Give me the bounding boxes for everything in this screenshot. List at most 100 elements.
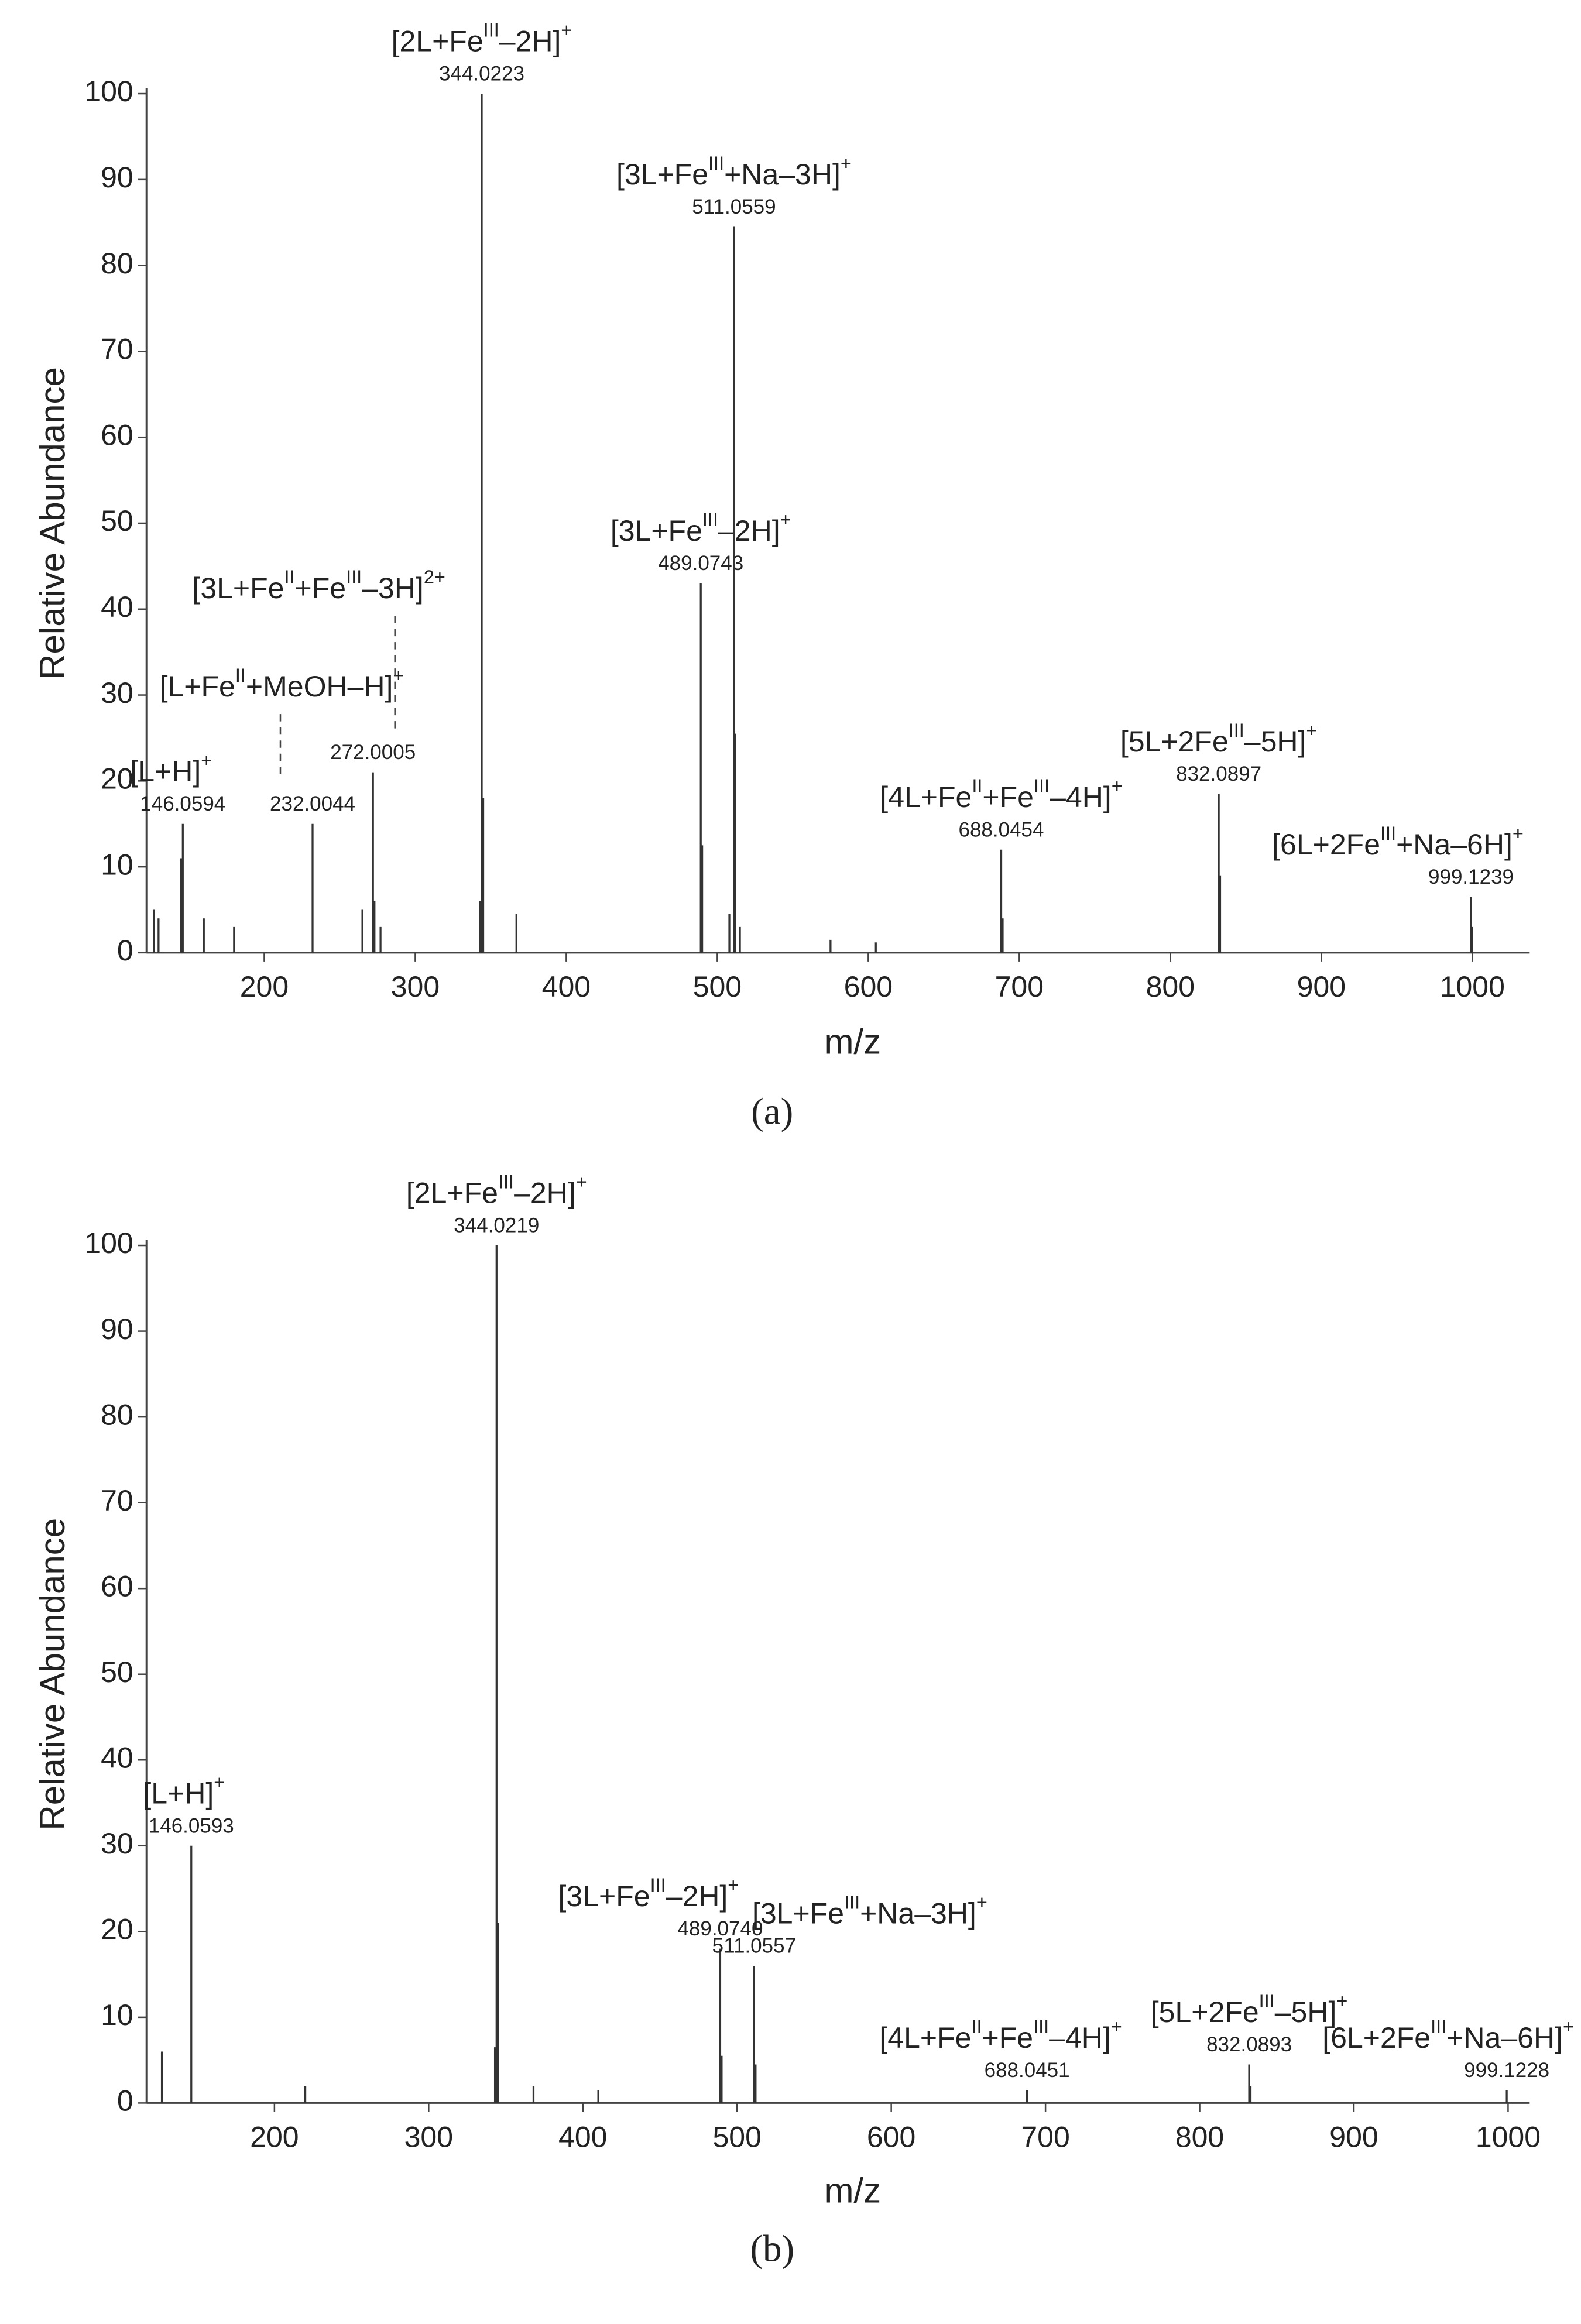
x-tick-label: 300 [391,970,440,1003]
ion-label-text: [3L+Fe [616,158,708,191]
ion-label-superscript: III [708,153,724,174]
ion-label-text: [2L+Fe [392,25,483,58]
y-tick-label: 40 [101,591,133,623]
ion-label-text: –5H] [1275,1996,1337,2028]
x-tick-label: 700 [995,970,1044,1003]
ion-label-superscript: II [971,2016,982,2037]
ion-label-text: –2H] [666,1880,728,1913]
ion-label: [L+H]+ [143,1772,225,1810]
y-tick-label: 70 [101,1484,133,1517]
ion-label: [4L+FeII+FeIII–4H]+ [879,2016,1122,2054]
x-tick-label: 300 [404,2120,453,2153]
y-tick-label: 20 [101,1913,133,1946]
ion-label: [5L+2FeIII–5H]+ [1120,720,1318,758]
ion-label-superscript: + [976,1892,987,1913]
x-tick-label: 400 [542,970,591,1003]
ion-label-text: +Na–6H] [1446,2021,1563,2054]
y-tick-label: 60 [101,1570,133,1602]
ion-label-superscript: + [1336,1990,1347,2011]
ion-label: [6L+2FeIII+Na–6H]+ [1322,2016,1574,2054]
ion-label-superscript: + [214,1772,225,1793]
ion-label: [5L+2FeIII–5H]+ [1151,1990,1348,2028]
peak-mz-label: 489.0740 [677,1917,763,1940]
peak-mz-label: 999.1239 [1428,866,1514,888]
y-tick-label: 50 [101,504,133,537]
ion-label-superscript: III [650,1875,666,1896]
ion-label-text: +Na–3H] [860,1897,976,1930]
ion-label: [6L+2FeIII+Na–6H]+ [1272,823,1524,861]
ion-label-text: [5L+2Fe [1151,1996,1259,2028]
x-tick-label: 1000 [1476,2120,1541,2153]
y-tick-label: 70 [101,333,133,366]
y-tick-label: 0 [117,934,133,967]
peak-mz-label: 232.0044 [270,792,355,815]
y-tick-label: 30 [101,677,133,709]
ion-label-superscript: III [483,20,499,41]
ion-label-superscript: + [841,153,852,174]
ion-label: [3L+FeII+FeIII–3H]2+ [192,567,445,605]
y-tick-label: 90 [101,1313,133,1345]
ion-label: [2L+FeIII–2H]+ [392,20,572,58]
x-axis-title: m/z [824,1022,881,1061]
x-tick-label: 500 [712,2120,761,2153]
ion-label-superscript: III [1259,1990,1275,2011]
ion-label-text: –2H] [514,1177,576,1210]
ion-label: [3L+FeIII+Na–3H]+ [752,1892,987,1930]
ion-label-superscript: III [498,1172,514,1193]
ion-label-superscript: + [1563,2016,1574,2037]
peak-mz-label: 511.0557 [712,1934,796,1957]
ion-label-superscript: + [1111,2016,1122,2037]
ion-label-text: [3L+Fe [558,1880,650,1913]
peak-mz-label: 344.0219 [454,1214,539,1237]
y-axis-title: Relative Abundance [33,1518,72,1831]
ion-label-text: –2H] [499,25,561,58]
ion-label-text: –2H] [718,514,780,547]
y-tick-label: 20 [101,763,133,795]
ion-label-text: [L+H] [130,755,201,788]
chart-panel: 0 10 20 30 40 50 60 70 80 90 100 200 300 400 500 600 700… [33,20,1530,1132]
ion-label-superscript: II [235,665,246,686]
ion-label-text: [L+Fe [160,670,235,703]
ion-label-superscript: + [1513,823,1524,844]
ion-label-superscript: III [1229,720,1244,741]
ion-label-text: –4H] [1049,2021,1111,2054]
peak-mz-label: 146.0593 [149,1814,234,1837]
ion-label-text: +Fe [982,2021,1034,2054]
ion-label-text: [4L+Fe [880,781,972,813]
x-tick-label: 500 [693,970,742,1003]
ion-label-superscript: II [972,775,982,797]
ion-label: [3L+FeIII+Na–3H]+ [616,153,852,191]
x-tick-label: 900 [1329,2120,1378,2153]
ion-label-superscript: + [1112,775,1123,797]
y-tick-label: 40 [101,1741,133,1774]
ion-label-text: [3L+Fe [611,514,702,547]
ion-label-superscript: 2+ [424,567,445,588]
ion-label: [L+H]+ [130,750,212,788]
x-tick-label: 200 [240,970,289,1003]
y-tick-label: 90 [101,161,133,194]
ion-label-text: –4H] [1050,781,1112,813]
ion-label: [L+FeII+MeOH–H]+ [160,665,404,703]
peak-mz-label: 272.0005 [330,741,416,764]
x-tick-label: 600 [844,970,893,1003]
x-tick-label: 800 [1146,970,1195,1003]
ion-label: [4L+FeII+FeIII–4H]+ [880,775,1122,813]
x-axis-title: m/z [824,2171,881,2210]
peak-mz-label: 999.1228 [1464,2059,1549,2082]
ion-label: [3L+FeIII–2H]+ [558,1875,739,1913]
ion-label-superscript: + [393,665,404,686]
x-tick-label: 1000 [1440,970,1505,1003]
x-tick-label: 700 [1021,2120,1069,2153]
ion-label-superscript: III [1034,775,1050,797]
panel-caption: (b) [750,2227,794,2270]
ion-label-superscript: + [576,1172,587,1193]
ion-label: [2L+FeIII–2H]+ [406,1172,587,1210]
ion-label-text: –3H] [362,572,424,605]
ion-label-superscript: + [780,509,791,530]
y-tick-label: 100 [84,1227,133,1259]
ion-label: [3L+FeIII–2H]+ [611,509,791,547]
panel-caption: (a) [751,1090,793,1132]
ion-label-text: [3L+Fe [752,1897,844,1930]
peak-mz-label: 511.0559 [692,195,776,218]
